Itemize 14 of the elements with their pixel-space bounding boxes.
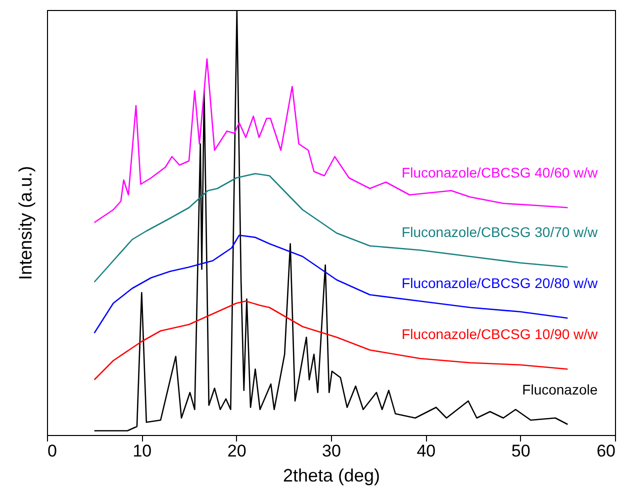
y-axis-title: Intensity (a.u.) [16,166,36,280]
x-tick-label: 0 [48,442,57,460]
series-label: Fluconazole/CBCSG 30/70 w/w [402,224,599,240]
x-tick-label: 20 [227,442,246,460]
series-label: Fluconazole/CBCSG 10/90 w/w [402,326,599,342]
x-tick-label: 40 [416,442,436,460]
x-tick-label: 50 [511,442,530,460]
series-label: Fluconazole/CBCSG 20/80 w/w [402,275,599,292]
x-tick-label: 10 [132,442,152,460]
x-tick-label: 30 [322,442,341,460]
x-axis-title: 2theta (deg) [282,466,380,486]
series-label: Fluconazole/CBCSG 40/60 w/w [402,164,599,181]
x-tick-label: 60 [596,442,616,460]
series-label: Fluconazole [522,381,598,398]
